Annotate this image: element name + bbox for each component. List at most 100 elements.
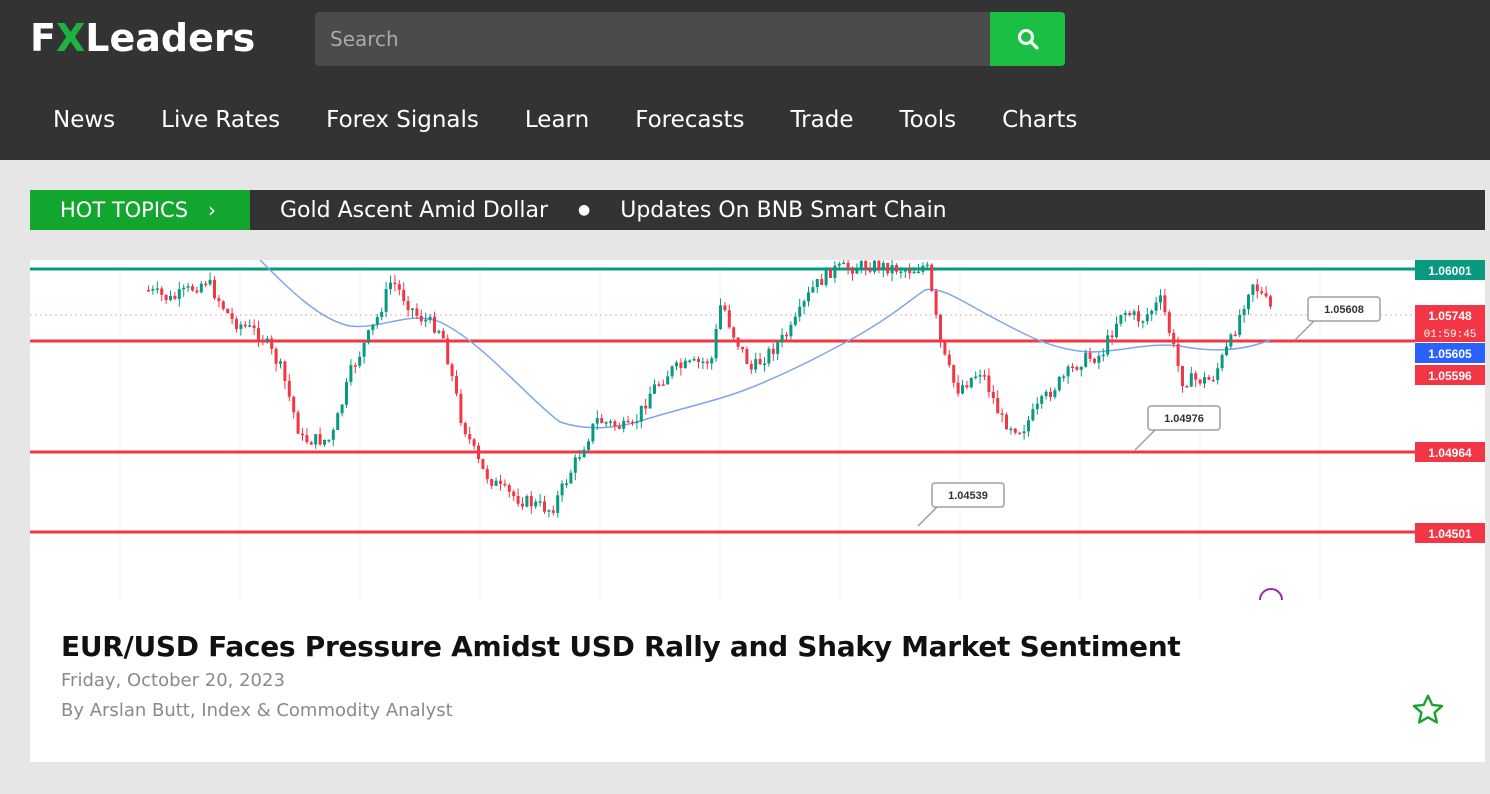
candle-body [1005, 414, 1008, 430]
candle-body [226, 309, 230, 314]
candle-body [1097, 355, 1101, 363]
candle-body [675, 362, 678, 367]
candle-body [811, 287, 815, 293]
candle-body [367, 330, 370, 343]
candle-body [371, 324, 375, 331]
price-tag-1-05748: 1.05748 01:59:45 [1415, 305, 1485, 342]
candle-body [719, 305, 722, 329]
candle-body [881, 262, 885, 271]
candle-body [1013, 428, 1017, 433]
candle-body [670, 366, 674, 377]
price-tag-1-05605: 1.05605 [1415, 343, 1485, 363]
candle-body [578, 457, 582, 459]
candle-body [1119, 314, 1123, 324]
candle-body [653, 384, 656, 394]
candle-body [793, 316, 797, 325]
candle-body [252, 325, 256, 329]
candle-body [208, 279, 212, 285]
nav-item-forex-signals[interactable]: Forex Signals [326, 107, 479, 133]
search-button[interactable] [990, 12, 1065, 66]
svg-text:1.05608: 1.05608 [1324, 304, 1364, 316]
hot-topic-link[interactable]: Gold Ascent Amid Dollar [280, 197, 548, 223]
candle-body [798, 306, 802, 317]
candle-body [301, 433, 304, 436]
candle-body [1009, 428, 1013, 431]
candle-body [1269, 296, 1272, 307]
candle-body [1137, 311, 1140, 322]
candle-body [411, 308, 414, 311]
article-chart-image[interactable]: 1.05608 1.04976 1.04539 1.06001 1.05748 … [30, 260, 1485, 600]
candle-body [560, 483, 564, 496]
article-title[interactable]: EUR/USD Faces Pressure Amidst USD Rally … [61, 630, 1181, 663]
candle-body [1194, 373, 1198, 380]
candle-body [622, 420, 626, 429]
candle-body [155, 288, 159, 290]
candle-body [428, 316, 432, 320]
candle-body [1260, 291, 1264, 294]
candle-body [287, 381, 291, 397]
nav-item-tools[interactable]: Tools [899, 107, 957, 133]
candle-body [248, 325, 252, 327]
candle-body [987, 375, 991, 393]
candle-body [1053, 390, 1057, 397]
candle-body [547, 510, 551, 512]
candle-body [1198, 379, 1202, 384]
candle-body [917, 271, 920, 274]
candle-body [415, 308, 419, 317]
hot-topics-label[interactable]: HOT TOPICS › [30, 190, 250, 230]
candle-body [309, 442, 313, 445]
candle-body [1115, 323, 1118, 338]
candle-body [204, 283, 208, 286]
candle-body [1207, 377, 1211, 380]
candle-body [261, 340, 265, 342]
nav-item-learn[interactable]: Learn [524, 107, 590, 133]
search-input[interactable] [315, 12, 990, 66]
candle-body [697, 358, 700, 363]
candle-body [1172, 332, 1176, 345]
candle-body [600, 418, 604, 424]
candle-body [239, 324, 243, 329]
candle-body [419, 316, 423, 322]
candle-body [807, 292, 810, 302]
candle-body [1071, 366, 1074, 368]
candle-body [1229, 334, 1233, 347]
nav-item-charts[interactable]: Charts [1002, 107, 1078, 133]
candle-body [1220, 355, 1224, 369]
candle-body [952, 365, 956, 383]
candle-body [499, 480, 502, 484]
candle-body [820, 279, 824, 285]
nav-item-live-rates[interactable]: Live Rates [161, 107, 281, 133]
candle-body [199, 283, 203, 293]
price-tag-1-06001: 1.06001 [1415, 260, 1485, 280]
candle-body [164, 294, 168, 301]
candle-body [279, 361, 282, 364]
candle-body [323, 439, 326, 445]
candle-body [1251, 284, 1255, 295]
article-author[interactable]: By Arslan Butt, Index & Commodity Analys… [61, 700, 453, 721]
nav-item-news[interactable]: News [53, 107, 116, 133]
svg-text:1.05596: 1.05596 [1428, 369, 1472, 383]
candle-body [908, 270, 912, 274]
candle-body [1040, 396, 1044, 404]
candle-body [481, 459, 485, 470]
candle-body [925, 264, 929, 267]
candle-body [173, 295, 177, 299]
candle-body [217, 298, 221, 302]
article-date: Friday, October 20, 2023 [61, 670, 285, 691]
candle-body [749, 363, 753, 370]
separator-dot: ● [578, 202, 591, 218]
star-icon[interactable] [1410, 692, 1446, 728]
candle-body [406, 301, 410, 311]
nav-item-trade[interactable]: Trade [790, 107, 854, 133]
callout-1-04976: 1.04976 [1134, 405, 1221, 451]
candle-body [1075, 366, 1079, 370]
candle-body [1128, 313, 1132, 316]
candle-body [182, 287, 186, 290]
hot-topic-link[interactable]: Updates On BNB Smart Chain [620, 197, 947, 223]
candle-body [723, 305, 727, 311]
nav-item-forecasts[interactable]: Forecasts [635, 107, 745, 133]
candle-body [151, 288, 155, 291]
candle-body [538, 501, 542, 503]
candle-body [846, 262, 850, 269]
